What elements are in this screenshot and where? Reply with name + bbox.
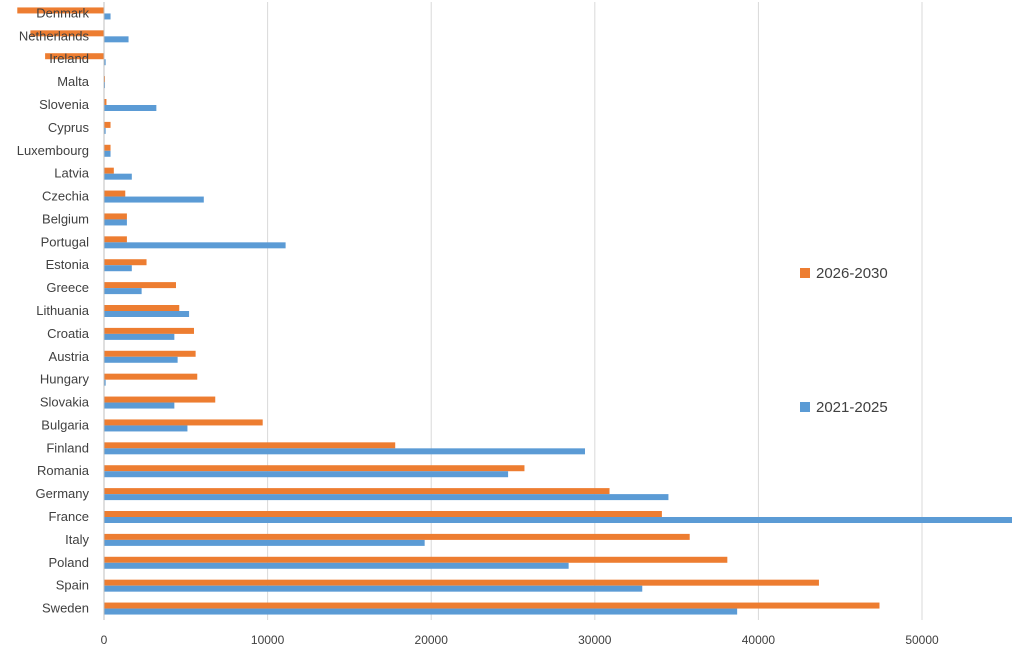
bar-sweden-2021-2025 bbox=[104, 608, 738, 615]
bar-lithuania-2021-2025 bbox=[104, 311, 190, 317]
legend-label-2026-2030: 2026-2030 bbox=[816, 265, 888, 282]
category-label-belgium: Belgium bbox=[42, 211, 89, 226]
bar-netherlands-2021-2025 bbox=[104, 36, 129, 43]
bar-estonia-2021-2025 bbox=[104, 265, 132, 272]
bar-belgium-2026-2030 bbox=[104, 213, 127, 220]
bar-cyprus-2026-2030 bbox=[104, 121, 111, 128]
category-label-poland: Poland bbox=[49, 555, 89, 570]
bar-poland-2021-2025 bbox=[104, 562, 569, 569]
category-label-ireland: Ireland bbox=[49, 51, 89, 66]
category-label-malta: Malta bbox=[57, 74, 90, 89]
bar-luxembourg-2021-2025 bbox=[104, 150, 111, 157]
tick-label-10000: 10000 bbox=[251, 633, 285, 647]
category-label-romania: Romania bbox=[37, 463, 90, 478]
bar-italy-2026-2030 bbox=[104, 533, 690, 540]
tick-label-40000: 40000 bbox=[742, 633, 776, 647]
category-label-spain: Spain bbox=[56, 578, 89, 593]
category-label-france: France bbox=[49, 509, 89, 524]
bar-croatia-2026-2030 bbox=[104, 327, 194, 334]
bar-france-2026-2030 bbox=[104, 511, 662, 517]
bar-finland-2021-2025 bbox=[104, 448, 585, 455]
category-label-bulgaria: Bulgaria bbox=[41, 417, 89, 432]
category-label-czechia: Czechia bbox=[42, 189, 90, 204]
legend: 2026-2030 2021-2025 bbox=[800, 265, 888, 416]
bar-germany-2021-2025 bbox=[104, 494, 669, 501]
bar-croatia-2021-2025 bbox=[104, 333, 175, 340]
bar-germany-2026-2030 bbox=[104, 488, 610, 495]
bar-romania-2026-2030 bbox=[104, 465, 525, 472]
bar-estonia-2026-2030 bbox=[104, 259, 147, 266]
legend-label-2021-2025: 2021-2025 bbox=[816, 399, 888, 416]
bar-czechia-2021-2025 bbox=[104, 196, 204, 203]
tick-label-0: 0 bbox=[101, 633, 108, 647]
bar-italy-2021-2025 bbox=[104, 539, 425, 546]
category-label-finland: Finland bbox=[46, 440, 89, 455]
category-label-lithuania: Lithuania bbox=[36, 303, 90, 318]
bars bbox=[17, 7, 1012, 615]
bar-austria-2021-2025 bbox=[104, 356, 178, 363]
category-label-cyprus: Cyprus bbox=[48, 120, 90, 135]
bar-denmark-2026-2030 bbox=[17, 7, 104, 14]
tick-label-50000: 50000 bbox=[905, 633, 939, 647]
bar-netherlands-2026-2030 bbox=[30, 30, 104, 37]
bar-sweden-2026-2030 bbox=[104, 602, 880, 609]
category-label-austria: Austria bbox=[49, 349, 90, 364]
category-label-croatia: Croatia bbox=[47, 326, 90, 341]
bar-greece-2026-2030 bbox=[104, 282, 176, 289]
bar-spain-2026-2030 bbox=[104, 579, 819, 586]
bar-czechia-2026-2030 bbox=[104, 190, 126, 197]
bar-slovenia-2026-2030 bbox=[104, 99, 107, 105]
category-label-denmark: Denmark bbox=[36, 5, 89, 20]
legend-swatch-2021-2025 bbox=[800, 402, 810, 412]
category-label-sweden: Sweden bbox=[42, 601, 89, 616]
category-label-slovenia: Slovenia bbox=[39, 97, 90, 112]
bar-austria-2026-2030 bbox=[104, 350, 196, 357]
tick-label-30000: 30000 bbox=[578, 633, 612, 647]
bar-lithuania-2026-2030 bbox=[104, 305, 180, 311]
category-label-slovakia: Slovakia bbox=[40, 395, 90, 410]
bar-luxembourg-2026-2030 bbox=[104, 144, 111, 151]
bar-finland-2026-2030 bbox=[104, 442, 396, 449]
bar-france-2021-2025 bbox=[104, 517, 1012, 523]
bar-ireland-2026-2030 bbox=[45, 53, 104, 60]
category-label-portugal: Portugal bbox=[41, 234, 90, 249]
bar-hungary-2021-2025 bbox=[104, 379, 106, 386]
category-label-italy: Italy bbox=[65, 532, 89, 547]
category-label-estonia: Estonia bbox=[46, 257, 90, 272]
bar-hungary-2026-2030 bbox=[104, 373, 198, 380]
bar-greece-2021-2025 bbox=[104, 288, 142, 295]
tick-label-20000: 20000 bbox=[415, 633, 449, 647]
category-label-hungary: Hungary bbox=[40, 372, 90, 387]
bar-poland-2026-2030 bbox=[104, 556, 728, 563]
category-labels: Sweden Spain Poland Italy France Germany Roman… bbox=[17, 5, 90, 615]
bar-slovenia-2021-2025 bbox=[104, 105, 157, 111]
legend-swatch-2026-2030 bbox=[800, 268, 810, 278]
bar-bulgaria-2026-2030 bbox=[104, 419, 263, 426]
bar-portugal-2021-2025 bbox=[104, 242, 286, 249]
bar-romania-2021-2025 bbox=[104, 471, 509, 478]
bar-belgium-2021-2025 bbox=[104, 219, 127, 226]
bar-portugal-2026-2030 bbox=[104, 236, 127, 243]
category-label-latvia: Latvia bbox=[54, 166, 89, 181]
bar-latvia-2021-2025 bbox=[104, 173, 132, 180]
bar-denmark-2021-2025 bbox=[104, 13, 111, 20]
category-label-luxembourg: Luxembourg bbox=[17, 143, 89, 158]
bar-slovakia-2026-2030 bbox=[104, 396, 216, 403]
bar-latvia-2026-2030 bbox=[104, 167, 114, 174]
bar-cyprus-2021-2025 bbox=[104, 127, 106, 134]
tick-labels: 0 10000 20000 30000 40000 50000 bbox=[101, 633, 939, 647]
bar-bulgaria-2021-2025 bbox=[104, 425, 188, 432]
gridlines bbox=[267, 2, 923, 620]
bar-spain-2021-2025 bbox=[104, 585, 643, 592]
bar-ireland-2021-2025 bbox=[104, 59, 106, 66]
category-label-netherlands: Netherlands bbox=[19, 28, 90, 43]
bar-slovakia-2021-2025 bbox=[104, 402, 175, 409]
category-label-greece: Greece bbox=[46, 280, 89, 295]
category-label-germany: Germany bbox=[36, 486, 90, 501]
